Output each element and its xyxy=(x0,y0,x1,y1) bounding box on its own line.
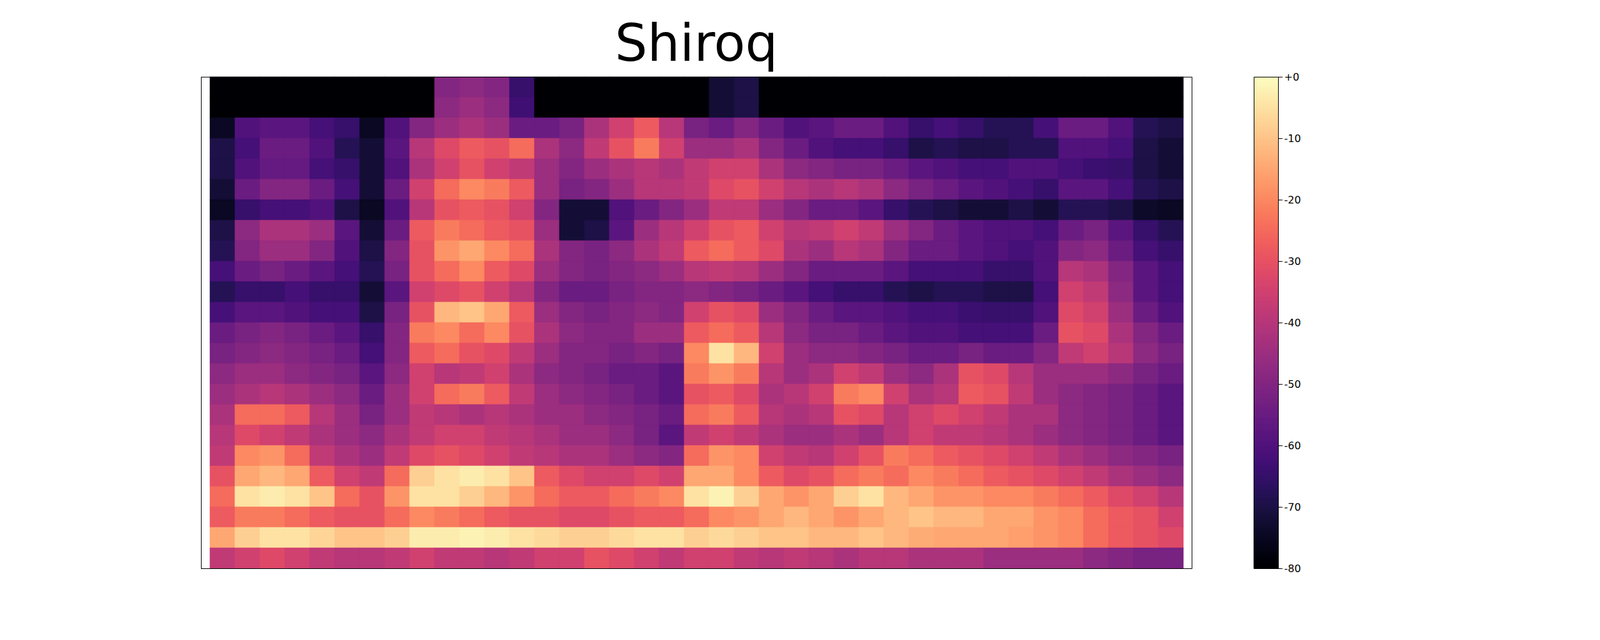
svg-text:-40: -40 xyxy=(1284,316,1302,329)
svg-text:+0: +0 xyxy=(1284,71,1300,84)
svg-text:-80: -80 xyxy=(1284,562,1302,575)
svg-text:-70: -70 xyxy=(1284,501,1302,514)
svg-text:-10: -10 xyxy=(1284,132,1302,145)
svg-text:-50: -50 xyxy=(1284,378,1302,391)
svg-text:-20: -20 xyxy=(1284,193,1302,207)
svg-text:-30: -30 xyxy=(1284,255,1302,268)
svg-text:-60: -60 xyxy=(1284,439,1302,452)
html-text:Shiroq: Shiroq xyxy=(614,13,778,73)
